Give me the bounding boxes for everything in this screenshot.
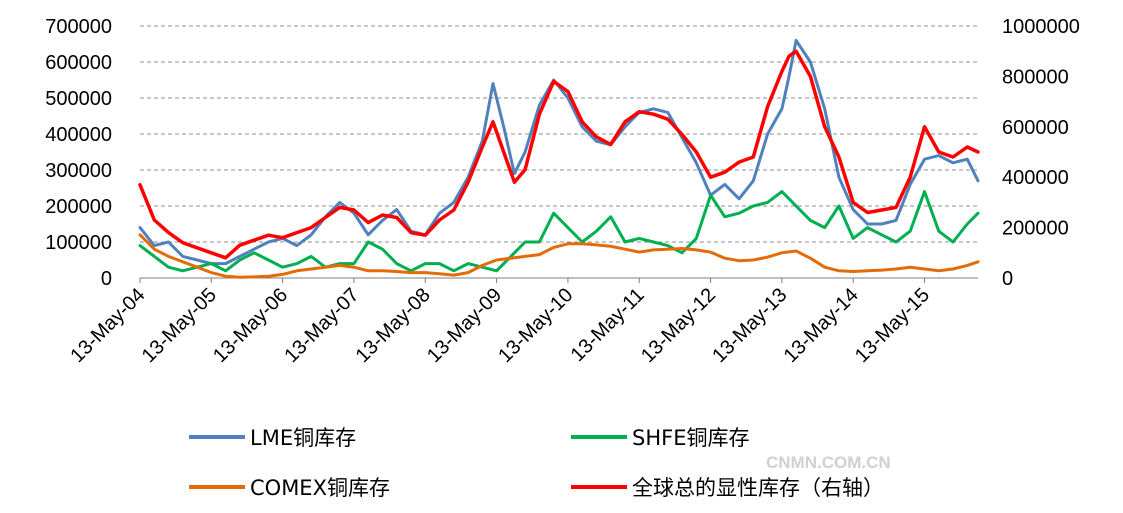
left-axis-tick-labels: 0 100000 200000 300000 400000 500000 600000 700… [45,16,112,290]
x-axis-tick-label: 13-May-15 [851,284,934,367]
x-axis-tick-label: 13-May-04 [66,284,149,367]
x-axis-tick-label: 13-May-14 [780,284,863,367]
x-axis-tick-label: 13-May-05 [138,284,221,367]
legend-label: 全球总的显性库存（右轴） [632,476,884,500]
right-axis-tick-label: 1000000 [1002,16,1080,38]
left-axis-tick-label: 600000 [45,52,112,74]
legend-label: SHFE铜库存 [632,426,749,450]
x-axis-tick-labels: 13-May-0413-May-0513-May-0613-May-0713-M… [66,278,934,367]
x-axis-tick-label: 13-May-12 [637,284,720,367]
left-axis-tick-label: 200000 [45,196,112,218]
x-axis-tick-label: 13-May-09 [423,284,506,367]
series-line-3 [138,49,980,260]
left-axis-tick-label: 400000 [45,124,112,146]
right-axis-tick-label: 0 [1002,268,1013,290]
x-axis-tick-label: 13-May-08 [352,284,435,367]
x-axis-tick-label: 13-May-10 [494,284,577,367]
watermark-text: CNMN.COM.CN [766,453,891,472]
right-axis-tick-labels: 0 200000 400000 600000 800000 1000000 [1002,16,1080,290]
right-axis-tick-label: 800000 [1002,66,1069,88]
left-axis-tick-label: 300000 [45,160,112,182]
series-lines [138,38,980,279]
left-axis-tick-label: 100000 [45,232,112,254]
left-axis-tick-label: 500000 [45,88,112,110]
right-axis-tick-label: 600000 [1002,117,1069,139]
x-axis-tick-label: 13-May-07 [280,284,363,367]
legend-label: COMEX铜库存 [250,476,390,500]
series-line-2 [138,233,980,279]
x-axis-tick-label: 13-May-06 [209,284,292,367]
left-axis-tick-label: 0 [101,268,112,290]
legend: LME铜库存 SHFE铜库存 COMEX铜库存 全球总的显性库存（右轴） [189,426,884,500]
x-axis-tick-label: 13-May-13 [708,284,791,367]
series-line-1 [138,190,980,273]
series-line-0 [138,38,980,266]
right-axis-tick-label: 200000 [1002,218,1069,240]
left-axis-tick-label: 700000 [45,16,112,38]
right-axis-tick-label: 400000 [1002,167,1069,189]
legend-label: LME铜库存 [250,426,356,450]
x-axis-tick-label: 13-May-11 [567,284,649,366]
